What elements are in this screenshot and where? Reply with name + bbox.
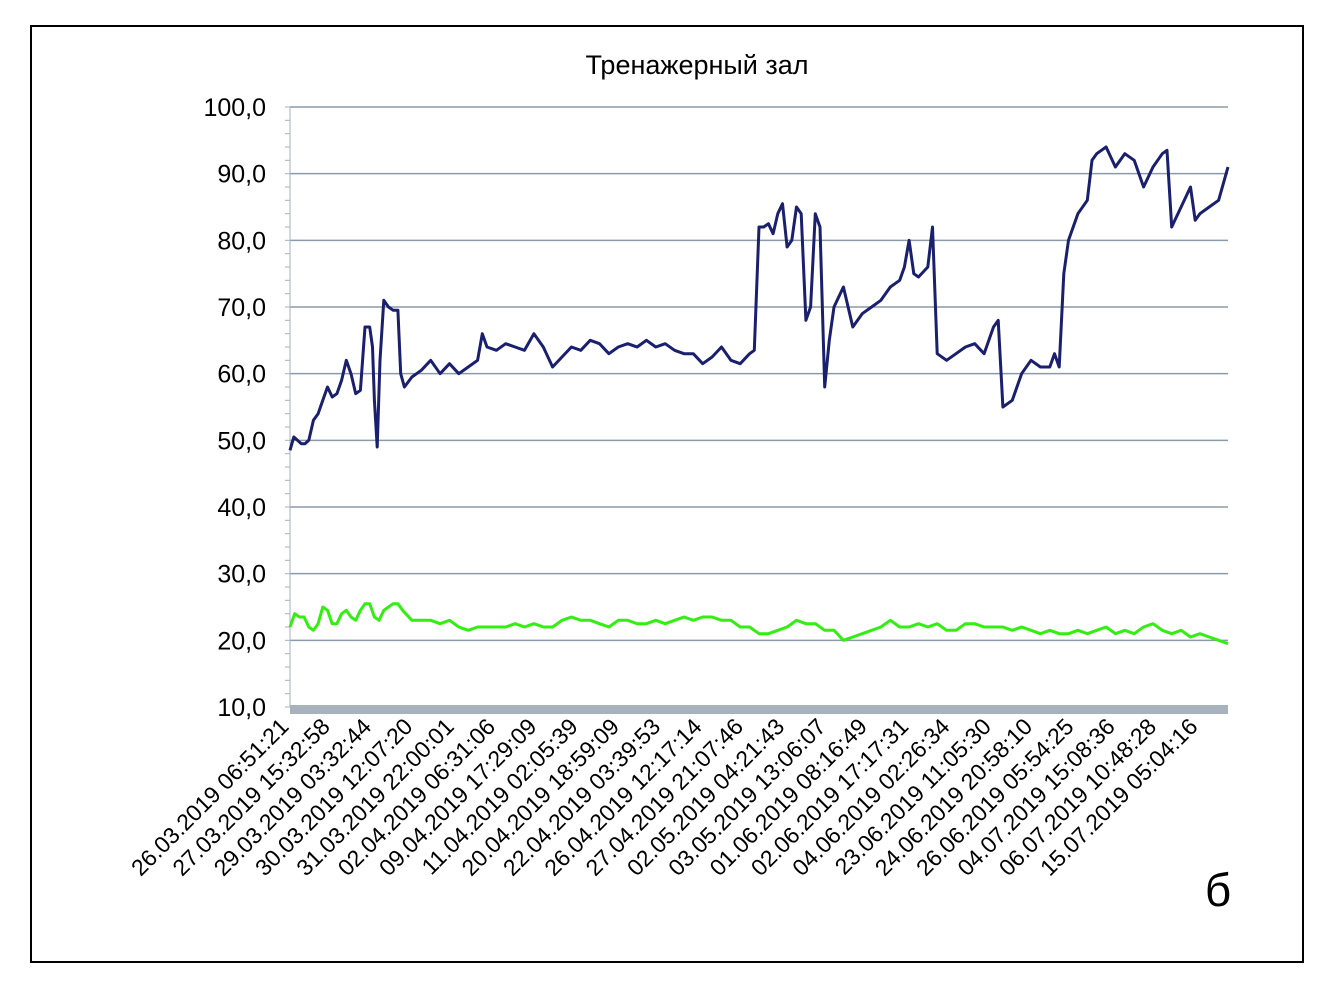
data-series [288, 145, 1230, 646]
y-tick-label: 10,0 [217, 694, 266, 722]
y-tick-label: 70,0 [217, 294, 266, 322]
x-axis-bar [290, 705, 1228, 714]
y-tick-label: 50,0 [217, 427, 266, 455]
chart-title: Тренажерный зал [585, 50, 808, 80]
y-tick-label: 40,0 [217, 494, 266, 522]
chart-frame [30, 25, 1304, 963]
y-tick-label: 90,0 [217, 161, 266, 189]
y-axis-ticks: 10,0 20,0 30,0 40,0 50,0 60,0 70,0 80,0 90,0 100,… [203, 94, 266, 722]
gridlines [285, 106, 1228, 708]
y-tick-label: 80,0 [217, 227, 266, 255]
y-tick-label: 100,0 [203, 94, 266, 122]
y-tick-label: 20,0 [217, 627, 266, 655]
series-line-1 [288, 145, 1230, 451]
series-line-2 [288, 602, 1229, 646]
panel-label: б [1205, 864, 1231, 916]
x-axis [290, 705, 1228, 714]
y-tick-label: 60,0 [217, 361, 266, 389]
y-tick-label: 30,0 [217, 561, 266, 589]
